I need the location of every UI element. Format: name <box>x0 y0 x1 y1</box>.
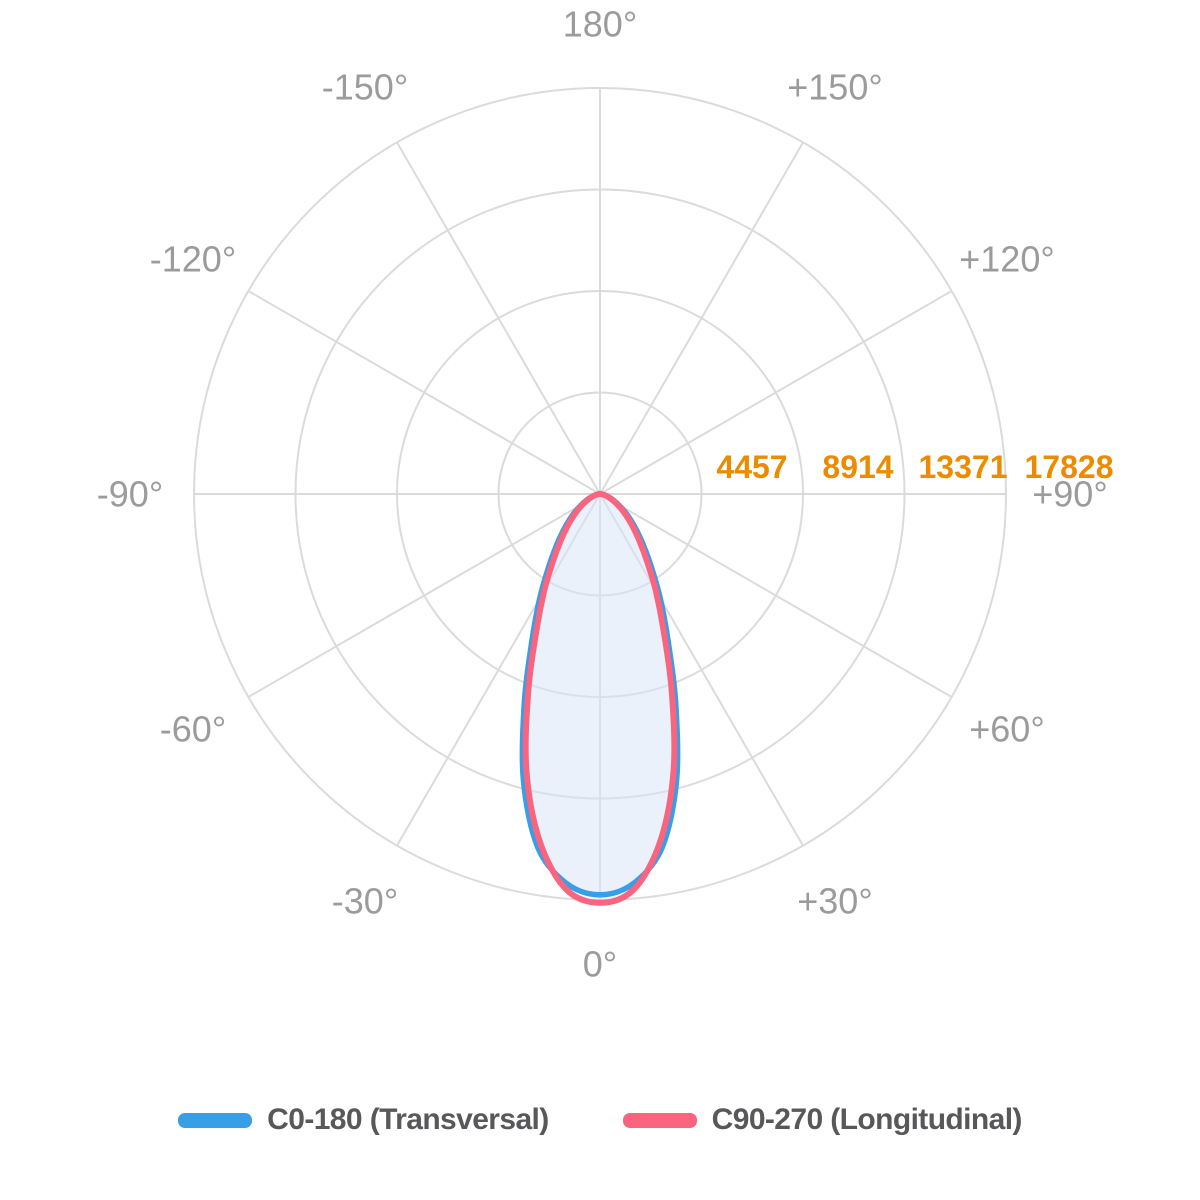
radial-tick-label: 4457 <box>716 449 787 485</box>
series-fill-c0-180 <box>522 494 678 895</box>
polar-grid-spoke <box>599 493 953 698</box>
polar-grid-spoke <box>599 290 953 495</box>
angle-label: -150° <box>322 67 408 108</box>
radial-tick-labels: 4457 8914 13371 17828 <box>716 449 1113 485</box>
angle-label: -120° <box>150 239 236 280</box>
angle-label: +90° <box>1032 474 1107 515</box>
polar-grid-spoke <box>396 493 601 847</box>
angle-label: +60° <box>969 709 1044 750</box>
angle-label: -30° <box>332 881 398 922</box>
angle-label: +150° <box>787 67 882 108</box>
legend-swatch-c0-180-icon <box>178 1112 253 1128</box>
legend: C0-180 (Transversal) C90-270 (Longitudin… <box>0 1103 1200 1137</box>
legend-swatch-c90-270-icon <box>622 1112 697 1128</box>
radial-tick-label: 8914 <box>822 449 893 485</box>
legend-label-c0-180: C0-180 (Transversal) <box>267 1103 549 1136</box>
radial-tick-label: 13371 <box>919 449 1008 485</box>
series-fill-c90-270 <box>525 494 675 903</box>
angle-labels: 180° -150° +150° -120° +120° -90° +90° -60° +60°… <box>97 4 1108 985</box>
angle-label: -60° <box>160 709 226 750</box>
polar-grid-spoke <box>599 141 804 495</box>
angle-label: 0° <box>583 944 617 985</box>
angle-label: 180° <box>563 4 637 45</box>
polar-grid-spoke <box>599 493 804 847</box>
series-curve-c90-270 <box>522 491 678 906</box>
legend-label-c90-270: C90-270 (Longitudinal) <box>711 1103 1023 1136</box>
polar-grid-spoke <box>396 141 601 495</box>
radial-tick-label: 17828 <box>1025 449 1114 485</box>
angle-label: +30° <box>797 881 872 922</box>
angle-label: -90° <box>97 474 163 515</box>
legend-item-c90-270[interactable]: C90-270 (Longitudinal) <box>622 1103 1023 1137</box>
legend-item-c0-180[interactable]: C0-180 (Transversal) <box>178 1103 549 1137</box>
polar-grid-spoke <box>247 290 601 495</box>
polar-grid-spoke <box>247 493 601 698</box>
angle-label: +120° <box>959 239 1054 280</box>
